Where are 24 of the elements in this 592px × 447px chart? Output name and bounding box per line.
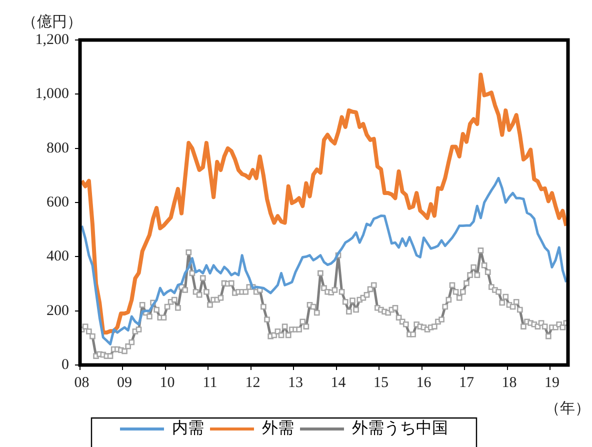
x-tick-label: 16 <box>416 374 432 391</box>
y-tick-label: 400 <box>46 248 69 265</box>
x-tick-label: 17 <box>458 374 474 391</box>
y-axis-title: （億円） <box>22 13 82 30</box>
y-tick-label: 1,000 <box>35 86 69 102</box>
x-tick-label: 11 <box>202 374 218 391</box>
legend-label: 内需 <box>172 419 204 438</box>
y-tick-label: 600 <box>46 194 69 210</box>
x-axis-title: （年） <box>545 400 590 417</box>
x-tick-label: 18 <box>502 374 517 391</box>
y-tick-label: 800 <box>46 140 69 156</box>
legend-label: 外需 <box>262 420 294 438</box>
y-tick-label: 200 <box>46 302 69 319</box>
x-tick-label: 12 <box>245 374 260 391</box>
x-tick-label: 15 <box>373 374 388 391</box>
x-tick-label: 10 <box>160 374 175 391</box>
x-tick-label: 19 <box>544 374 560 391</box>
x-tick-label: 08 <box>74 374 90 391</box>
y-tick-label: 1,200 <box>35 32 69 48</box>
x-tick-label: 13 <box>288 374 304 391</box>
y-tick-label: 0 <box>62 356 69 373</box>
x-tick-label: 14 <box>330 374 346 391</box>
x-tick-label: 09 <box>117 374 132 391</box>
legend-label: 外需うち中国 <box>352 419 448 438</box>
